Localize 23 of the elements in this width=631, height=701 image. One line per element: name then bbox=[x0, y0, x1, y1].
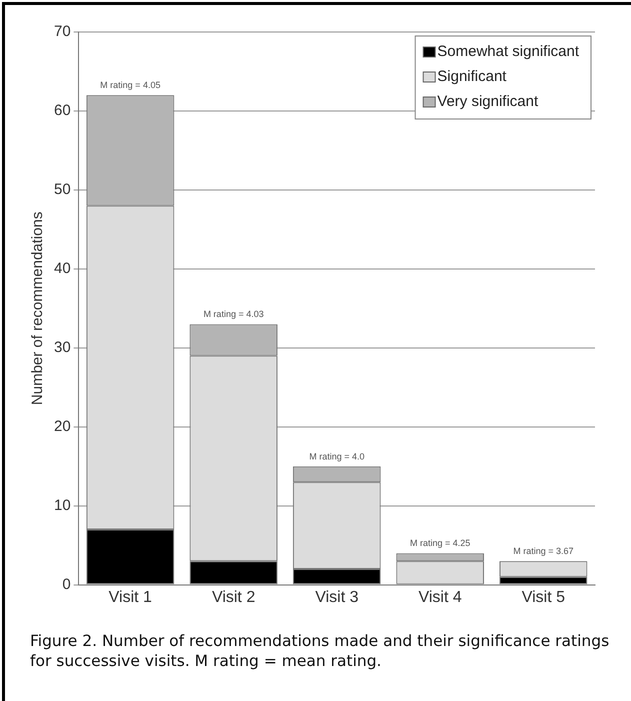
x-tick-label: Visit 3 bbox=[315, 588, 359, 606]
y-tick-label: 40 bbox=[54, 260, 71, 278]
annotation: M rating = 4.03 bbox=[203, 309, 264, 320]
x-tick-label: Visit 4 bbox=[418, 588, 462, 606]
y-tick-label: 0 bbox=[62, 576, 71, 593]
y-tick-label: 70 bbox=[54, 23, 71, 40]
y-tick-label: 10 bbox=[54, 496, 71, 514]
annotation: M rating = 3.67 bbox=[513, 546, 574, 556]
x-tick-label: Visit 2 bbox=[212, 588, 256, 606]
x-tick-label: Visit 1 bbox=[108, 588, 152, 606]
annotation: M rating = 4.0 bbox=[309, 451, 364, 462]
y-tick-label: 50 bbox=[54, 181, 71, 198]
y-tick-label: 20 bbox=[54, 418, 71, 435]
legend-label: Significant bbox=[437, 68, 508, 86]
annotation: M rating = 4.05 bbox=[100, 80, 160, 90]
legend-label: Very significant bbox=[437, 93, 539, 110]
caption: Figure 2. Number of recommendations made and their significance ratings for successive visits. M rating = mean rating. bbox=[30, 631, 610, 671]
x-tick-label: Visit 5 bbox=[522, 588, 566, 606]
annotation: M rating = 4.25 bbox=[410, 538, 470, 548]
y-tick-label: 60 bbox=[54, 102, 71, 120]
y-tick-label: 30 bbox=[54, 339, 71, 356]
y-axis-title: Number of recommendations bbox=[29, 212, 46, 406]
legend-label: Somewhat significant bbox=[437, 43, 580, 60]
